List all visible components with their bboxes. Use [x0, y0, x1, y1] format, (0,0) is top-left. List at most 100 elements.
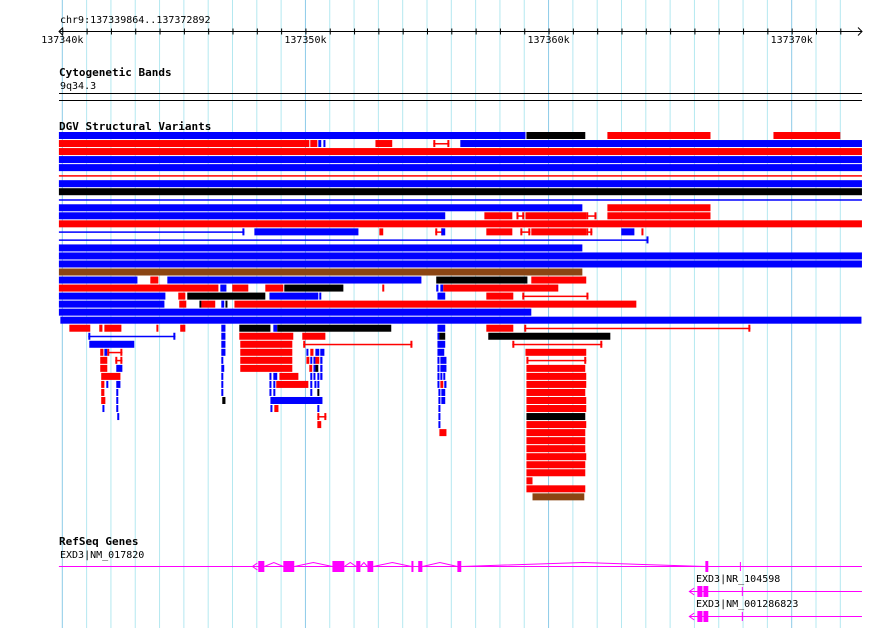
sv-interval-cap: [586, 212, 589, 220]
sv-feature-interval: [586, 231, 593, 233]
exon: [703, 611, 709, 622]
sv-interval-cap: [516, 212, 519, 220]
sv-feature-loss: [180, 324, 186, 332]
transcript-label: EXD3|NM_001286823: [696, 599, 799, 610]
sv-feature-gain-loss: [315, 364, 319, 372]
sv-feature-interval: [317, 416, 327, 418]
intron-hat: [373, 561, 412, 567]
sv-feature-gain: [58, 244, 583, 252]
sv-feature-interval: [115, 359, 123, 362]
sv-feature-gain: [310, 356, 313, 364]
sv-feature-gain: [58, 180, 862, 188]
sv-feature-interval: [435, 231, 444, 233]
sv-feature-gain: [221, 388, 224, 396]
sv-feature-loss: [101, 396, 106, 404]
track-title-refseq[interactable]: RefSeq Genes: [59, 535, 139, 548]
sv-feature-loss: [486, 228, 513, 236]
sv-feature-gain: [310, 372, 313, 380]
exon: [283, 561, 295, 572]
sv-interval-cap: [584, 356, 587, 364]
sv-feature-gain: [221, 348, 226, 356]
cytoband-label: 9q34.3: [60, 81, 97, 92]
sv-feature-gain-loss: [526, 413, 586, 421]
sv-feature-loss: [526, 461, 586, 469]
sv-feature-inversion: [532, 493, 585, 501]
sv-feature-gain: [89, 340, 135, 348]
sv-feature-loss: [306, 356, 310, 364]
sv-feature-gain: [437, 292, 446, 300]
sv-feature-gain: [320, 356, 323, 364]
sv-feature-gain-loss: [277, 324, 392, 332]
sv-feature-loss: [486, 324, 514, 332]
sv-feature-loss: [99, 324, 103, 332]
sv-feature-loss: [526, 421, 587, 429]
sv-feature-loss: [201, 300, 216, 308]
location-label: chr9:137339864..137372892: [60, 15, 211, 26]
sv-feature-loss: [100, 348, 104, 356]
sv-feature-gain: [269, 292, 319, 300]
sv-feature-gain: [58, 276, 138, 284]
sv-feature-gain: [313, 356, 316, 364]
sv-feature-interval: [88, 335, 176, 338]
sv-feature-loss: [101, 380, 105, 388]
exon: [457, 561, 462, 572]
sv-feature-loss: [526, 405, 587, 413]
ruler-tick-label: 137340k: [41, 35, 84, 46]
track-title-dgv[interactable]: DGV Structural Variants: [59, 120, 212, 133]
sv-interval-cap: [522, 212, 525, 220]
sv-interval-cap: [526, 356, 529, 364]
sv-feature-gain: [58, 164, 862, 172]
sv-feature-interval: [586, 215, 597, 217]
sv-feature-loss: [526, 380, 587, 388]
exon: [697, 586, 703, 597]
sv-feature-loss: [525, 212, 587, 220]
sv-feature-gain: [306, 348, 309, 356]
sv-feature-gain: [221, 372, 224, 380]
sv-feature-gain: [273, 380, 276, 388]
sv-feature-loss: [240, 348, 293, 356]
sv-feature-gain: [440, 356, 447, 364]
sv-feature-gain: [440, 372, 443, 380]
sv-feature-loss: [526, 364, 586, 372]
sv-feature-loss: [382, 284, 385, 292]
sv-feature-gain: [444, 380, 447, 388]
exon: [703, 586, 709, 597]
sv-interval-cap: [173, 332, 176, 340]
sv-feature-gain: [315, 348, 320, 356]
ruler-right-arrow-icon: [857, 27, 863, 36]
sv-interval-cap: [303, 340, 306, 348]
sv-feature-gain: [221, 364, 225, 372]
sv-feature-interval: [516, 215, 525, 217]
sv-feature-gain: [58, 132, 526, 139]
sv-feature-gain: [438, 396, 441, 404]
sv-interval-cap: [520, 228, 523, 236]
sv-interval-cap: [646, 236, 649, 244]
sv-feature-loss: [439, 429, 447, 437]
sv-feature-loss: [317, 421, 322, 429]
sv-feature-loss: [310, 348, 314, 356]
intron-hat: [264, 561, 284, 567]
sv-feature-gain: [437, 332, 440, 340]
sv-feature-gain: [60, 316, 862, 324]
sv-feature-gain: [313, 364, 316, 372]
sv-feature-loss: [309, 364, 313, 372]
sv-feature-gain: [438, 388, 441, 396]
sv-feature-loss: [239, 332, 294, 340]
sv-feature-loss: [526, 388, 586, 396]
exon: [697, 611, 703, 622]
sv-feature-gain: [221, 356, 224, 364]
sv-interval-cap: [594, 212, 597, 220]
sv-feature-gain: [58, 260, 862, 268]
track-title-cytobands[interactable]: Cytogenetic Bands: [59, 66, 172, 79]
sv-feature-loss: [274, 405, 279, 413]
sv-feature-gain: [58, 292, 166, 300]
sv-feature-gain: [221, 300, 225, 308]
exon: [332, 561, 345, 572]
transcript-label: EXD3|NR_104598: [696, 574, 781, 585]
sv-feature-interval: [526, 359, 587, 362]
sv-interval-cap: [512, 340, 515, 348]
sv-feature-loss: [607, 132, 711, 139]
sv-feature-gain: [437, 364, 440, 372]
sv-interval-cap: [528, 228, 531, 236]
